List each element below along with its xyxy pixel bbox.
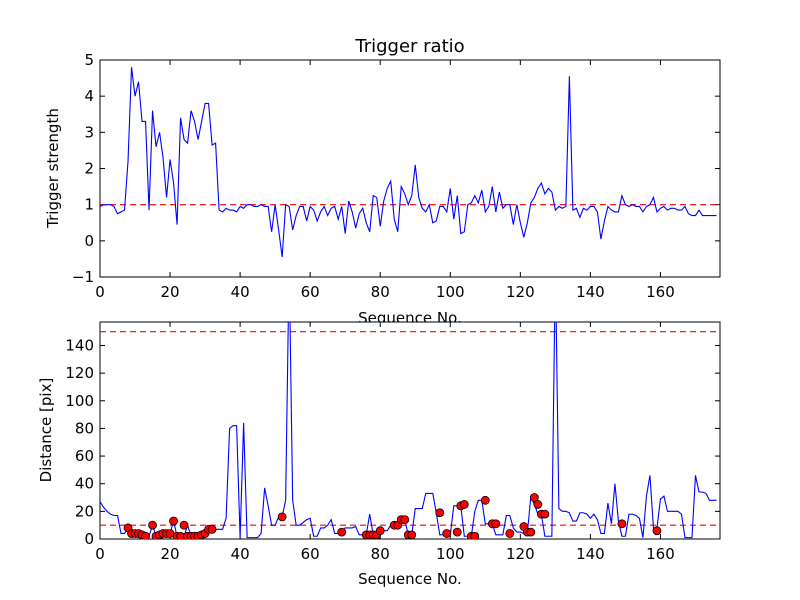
bottom-marker-point (533, 500, 543, 509)
bottom-y-tick-label: 40 (75, 475, 94, 493)
top-x-tick-label: 60 (301, 283, 320, 301)
top-y-tick-label: 2 (84, 160, 94, 178)
top-x-tick-label: 0 (95, 283, 105, 301)
top-series (100, 67, 717, 258)
bottom-threshold-lines (100, 331, 720, 526)
bottom-marker-point (540, 509, 550, 519)
chart-title: Trigger ratio (354, 36, 464, 57)
bottom-marker-point (141, 531, 150, 539)
top-x-tick-label: 100 (436, 283, 465, 301)
bottom-marker-point (652, 526, 662, 536)
top-series-line (100, 67, 717, 258)
bottom-marker-point (400, 515, 410, 525)
bottom-series (100, 322, 717, 539)
bottom-marker-point (470, 531, 480, 539)
bottom-y-axis-label: Distance [pix] (37, 378, 55, 483)
bottom-x-axis-label: Sequence No. (358, 570, 462, 588)
bottom-x-tick-label: 60 (301, 545, 320, 563)
bottom-x-tick-label: 0 (95, 545, 105, 563)
top-plot-frame (99, 59, 721, 278)
top-x-tick-label: 20 (161, 283, 180, 301)
top-x-tick-label: 40 (231, 283, 250, 301)
distance-chart: 0 20 40 60 80 100 120 140 160020406080100120140 … (37, 321, 721, 588)
bottom-marker-point (459, 500, 469, 509)
bottom-marker-point (452, 527, 462, 537)
bottom-marker-point (169, 516, 178, 526)
top-y-tick-label: 3 (84, 123, 94, 141)
top-y-tick-label: 0 (84, 232, 94, 250)
top-y-axis-label: Trigger strength (44, 108, 62, 229)
bottom-marker-point (435, 508, 445, 518)
bottom-marker-point (480, 495, 490, 505)
bottom-marker-point (179, 520, 189, 530)
bottom-axis-ticks: 0 20 40 60 80 100 120 140 160 0 20 40 60 80 100 120 140 (65, 322, 720, 563)
top-x-tick-label: 160 (646, 283, 675, 301)
bottom-x-tick-label: 160 (646, 545, 675, 563)
top-x-tick-label: 120 (506, 283, 535, 301)
bottom-x-tick-label: 140 (576, 545, 605, 563)
bottom-y-tick-label: 0 (84, 530, 94, 548)
bottom-x-tick-label: 80 (371, 545, 390, 563)
bottom-marker-point (375, 526, 385, 536)
bottom-y-tick-label: 140 (65, 336, 94, 354)
bottom-marker-point (442, 529, 452, 538)
top-x-tick-label: 80 (371, 283, 390, 301)
top-y-tick-label: 4 (84, 87, 94, 105)
bottom-x-tick-label: 40 (231, 545, 250, 563)
bottom-marker-point (337, 527, 347, 537)
bottom-x-tick-label: 20 (161, 545, 180, 563)
bottom-marker-point (491, 519, 501, 529)
bottom-y-tick-label: 20 (75, 502, 94, 520)
bottom-marker-point (529, 493, 539, 502)
bottom-y-tick-label: 120 (65, 364, 94, 382)
bottom-marker-point (277, 512, 287, 522)
bottom-y-tick-label: 100 (65, 392, 94, 410)
bottom-marker-point (526, 527, 536, 537)
bottom-y-tick-label: 60 (75, 447, 94, 465)
top-y-tick-label: −1 (72, 268, 94, 286)
bottom-x-tick-label: 100 (436, 545, 465, 563)
bottom-marker-point (148, 520, 157, 530)
top-y-tick-label: 5 (84, 51, 94, 69)
bottom-x-tick-label: 120 (506, 545, 535, 563)
bottom-marker-point (207, 524, 217, 534)
bottom-y-tick-label: 80 (75, 419, 94, 437)
top-x-tick-label: 140 (576, 283, 605, 301)
top-y-tick-label: 1 (84, 196, 94, 214)
bottom-plot-frame (99, 321, 721, 540)
bottom-marker-point (407, 530, 417, 539)
bottom-marker-point (617, 519, 627, 529)
bottom-marker-point (505, 529, 515, 538)
